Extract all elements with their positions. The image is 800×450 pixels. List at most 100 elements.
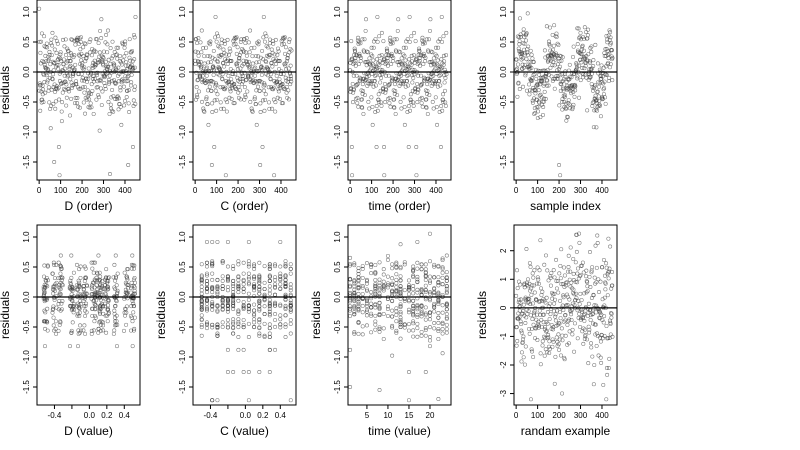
data-point (102, 287, 107, 292)
data-point (210, 110, 215, 114)
data-point (371, 58, 376, 63)
data-point (76, 41, 81, 46)
data-point (415, 326, 420, 331)
data-point (115, 322, 120, 327)
data-point (81, 298, 86, 303)
data-point (199, 300, 204, 305)
data-point (122, 42, 127, 47)
data-point (545, 321, 550, 326)
data-point (369, 262, 374, 267)
data-point (54, 50, 59, 55)
data-point (532, 106, 537, 111)
data-point (560, 333, 565, 338)
data-point (421, 51, 426, 56)
data-point (273, 347, 278, 352)
data-point (104, 275, 109, 280)
data-point (114, 322, 118, 327)
data-point (225, 276, 230, 281)
data-point (77, 310, 82, 315)
data-point (259, 80, 264, 85)
data-point (236, 283, 241, 288)
data-point (398, 309, 403, 314)
data-point (122, 270, 127, 275)
data-point (85, 284, 90, 288)
data-point (390, 308, 395, 313)
data-point (444, 307, 449, 312)
data-point (246, 398, 251, 403)
data-point (570, 105, 575, 110)
data-point (131, 301, 136, 306)
data-point (415, 90, 420, 95)
data-point (420, 35, 425, 40)
data-point (69, 330, 74, 335)
data-point (234, 35, 239, 40)
data-point (517, 42, 522, 47)
data-point (258, 163, 263, 167)
data-point (376, 92, 381, 97)
data-point (356, 279, 361, 284)
data-point (267, 41, 272, 46)
data-point (602, 333, 607, 338)
data-point (87, 105, 92, 110)
data-point (406, 328, 411, 333)
data-point (220, 77, 225, 82)
data-point (252, 294, 257, 299)
data-point (587, 327, 592, 332)
data-point (413, 86, 418, 90)
data-point (246, 370, 251, 374)
data-point (430, 99, 435, 104)
data-point (360, 82, 365, 87)
y-tick-label: 0.0 (178, 291, 187, 303)
data-point (114, 299, 119, 304)
data-point (526, 296, 531, 301)
data-point (406, 285, 411, 290)
data-point (580, 260, 585, 265)
data-point (389, 62, 394, 67)
data-point (288, 304, 293, 309)
data-point (384, 46, 389, 51)
data-point (231, 331, 236, 336)
data-point (94, 290, 98, 295)
data-point (560, 99, 565, 104)
data-point (518, 319, 523, 324)
data-point (39, 100, 44, 105)
data-point (44, 319, 49, 324)
data-point (529, 292, 534, 297)
data-point (556, 279, 560, 283)
data-point (281, 41, 286, 46)
data-point (274, 62, 279, 67)
data-point (107, 275, 111, 280)
data-point (275, 95, 280, 100)
data-point (229, 96, 234, 101)
data-point (243, 78, 248, 83)
data-point (204, 95, 209, 100)
x-tick-label: 400 (595, 186, 609, 195)
data-point (423, 278, 428, 283)
data-point (113, 278, 118, 283)
data-point (559, 80, 564, 85)
data-point (402, 262, 407, 267)
data-point (273, 100, 278, 105)
data-point (542, 89, 547, 94)
x-tick-label: 5 (365, 411, 370, 420)
data-point (565, 302, 570, 307)
data-point (246, 297, 251, 302)
data-point (267, 309, 272, 314)
data-point (527, 326, 531, 331)
data-point (419, 95, 424, 100)
data-point (523, 321, 528, 325)
data-point (594, 125, 599, 130)
data-point (109, 95, 114, 100)
data-point (575, 336, 580, 341)
data-point (432, 305, 437, 310)
data-point (415, 277, 420, 282)
y-tick-label: -0.5 (22, 95, 31, 109)
data-point (552, 63, 557, 68)
data-point (356, 282, 361, 287)
data-point (130, 319, 135, 324)
data-point (600, 265, 605, 270)
data-point (558, 298, 563, 303)
data-point (47, 49, 52, 54)
data-point (38, 82, 43, 87)
data-point (101, 56, 106, 61)
